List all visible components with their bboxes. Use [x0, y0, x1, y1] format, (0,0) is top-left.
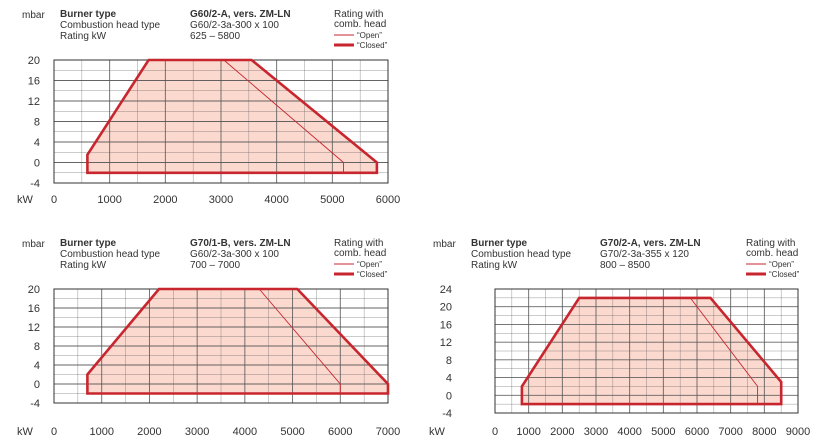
- x-tick-label: 1000: [516, 426, 540, 438]
- combustion-head-label: Combustion head type: [471, 249, 572, 260]
- x-tick-label: 3000: [584, 426, 608, 438]
- y-axis-label: mbar: [22, 10, 45, 21]
- x-tick-label: 0: [51, 194, 57, 206]
- x-tick-label: 6000: [685, 426, 709, 438]
- x-axis-label: kW: [17, 426, 34, 438]
- y-tick-label: 4: [34, 360, 40, 372]
- x-tick-label: 4000: [617, 426, 641, 438]
- y-axis-label: mbar: [22, 239, 45, 250]
- burner-model: G70/1-B, vers. ZM-LN: [190, 238, 291, 249]
- x-axis-label: kW: [429, 426, 446, 438]
- y-tick-label: 20: [28, 284, 40, 296]
- burner-type-label: Burner type: [60, 9, 117, 20]
- burner-type-label: Burner type: [471, 238, 528, 249]
- x-tick-label: 7000: [376, 426, 400, 438]
- y-tick-label: -4: [30, 178, 40, 190]
- y-tick-label: 8: [34, 341, 40, 353]
- plot-frame: [494, 288, 799, 414]
- x-tick-label: 1000: [97, 194, 121, 206]
- x-tick-label: 7000: [718, 426, 742, 438]
- combustion-head-label: Combustion head type: [60, 20, 161, 31]
- x-tick-label: 5000: [280, 426, 304, 438]
- combustion-head-value: G60/2-3a-300 x 100: [190, 249, 279, 260]
- y-tick-label: 20: [440, 302, 452, 314]
- y-tick-label: 0: [34, 158, 40, 170]
- x-tick-label: 4000: [264, 194, 288, 206]
- legend-title-line2: comb. head: [334, 19, 386, 30]
- y-tick-label: 24: [440, 284, 452, 296]
- legend-title-line2: comb. head: [334, 248, 386, 259]
- x-tick-label: 0: [51, 426, 57, 438]
- legend-closed-label: “Closed”: [357, 41, 388, 50]
- y-tick-label: 8: [34, 117, 40, 129]
- legend-title-line2: comb. head: [746, 248, 798, 259]
- x-tick-label: 6000: [328, 426, 352, 438]
- burner-type-label: Burner type: [60, 238, 117, 249]
- legend-title-line1: Rating with: [746, 238, 795, 249]
- x-tick-label: 2000: [137, 426, 161, 438]
- x-tick-label: 4000: [233, 426, 257, 438]
- y-tick-label: 12: [440, 337, 452, 349]
- series-open-line: [689, 297, 759, 405]
- series-closed-line: [86, 58, 379, 175]
- y-tick-label: 16: [28, 303, 40, 315]
- x-tick-label: 3000: [209, 194, 233, 206]
- x-tick-label: 0: [492, 426, 498, 438]
- rating-value: 800 – 8500: [600, 260, 650, 271]
- y-tick-label: 12: [28, 96, 40, 108]
- y-tick-label: 0: [34, 379, 40, 391]
- rating-value: 625 – 5800: [190, 31, 240, 42]
- rating-value: 700 – 7000: [190, 260, 240, 271]
- y-tick-label: 8: [446, 355, 452, 367]
- series-open-line: [223, 59, 344, 173]
- legend-closed-label: “Closed”: [357, 270, 388, 279]
- x-tick-label: 2000: [153, 194, 177, 206]
- legend-open-label: “Open”: [357, 260, 382, 269]
- rating-label: Rating kW: [60, 31, 107, 42]
- x-tick-label: 9000: [786, 426, 810, 438]
- x-tick-label: 1000: [89, 426, 113, 438]
- combustion-head-value: G70/2-3a-355 x 120: [600, 249, 689, 260]
- x-tick-label: 2000: [550, 426, 574, 438]
- legend-open-label: “Open”: [357, 31, 382, 40]
- series-closed-line: [520, 296, 783, 406]
- y-tick-label: 20: [28, 55, 40, 67]
- envelope-fill: [87, 289, 389, 394]
- y-tick-label: 0: [446, 390, 452, 402]
- x-tick-label: 6000: [376, 194, 400, 206]
- legend-closed-label: “Closed”: [769, 270, 800, 279]
- rating-label: Rating kW: [471, 260, 518, 271]
- legend-title-line1: Rating with: [334, 9, 383, 20]
- x-tick-label: 8000: [752, 426, 776, 438]
- y-tick-label: -4: [442, 408, 452, 420]
- y-tick-label: 4: [34, 137, 40, 149]
- y-tick-label: 4: [446, 373, 452, 385]
- y-tick-label: 12: [28, 322, 40, 334]
- burner-model: G70/2-A, vers. ZM-LN: [600, 238, 701, 249]
- y-tick-label: 16: [28, 76, 40, 88]
- x-axis-label: kW: [17, 194, 34, 206]
- x-tick-label: 5000: [651, 426, 675, 438]
- series-closed-line: [86, 287, 390, 395]
- combustion-head-label: Combustion head type: [60, 249, 161, 260]
- legend-open-label: “Open”: [769, 260, 794, 269]
- burner-model: G60/2-A, vers. ZM-LN: [190, 9, 291, 20]
- legend-title-line1: Rating with: [334, 238, 383, 249]
- x-tick-label: 3000: [185, 426, 209, 438]
- y-tick-label: -4: [30, 398, 40, 410]
- series-open-line: [258, 288, 341, 394]
- y-tick-label: 16: [440, 319, 452, 331]
- combustion-head-value: G60/2-3a-300 x 100: [190, 20, 279, 31]
- envelope-fill: [87, 60, 377, 173]
- x-tick-label: 5000: [320, 194, 344, 206]
- rating-label: Rating kW: [60, 260, 107, 271]
- y-axis-label: mbar: [433, 239, 456, 250]
